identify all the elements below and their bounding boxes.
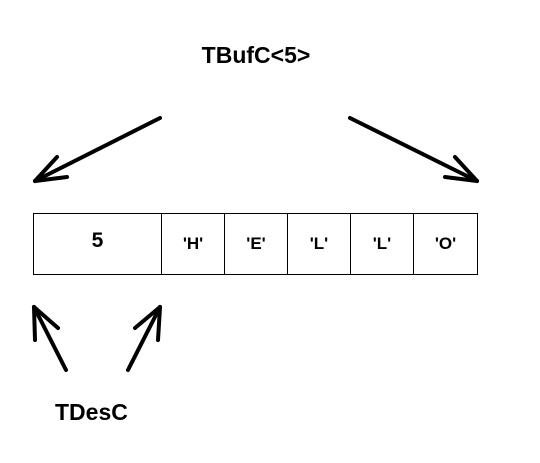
buffer-layout: 5 'H' 'E' 'L' 'L' 'O' bbox=[33, 213, 478, 275]
tdesc-label: TDesC bbox=[55, 399, 128, 425]
char-cell-h: 'H' bbox=[161, 214, 224, 274]
arrow-top-left bbox=[33, 116, 162, 183]
arrow-bottom-right bbox=[126, 305, 162, 372]
char-cell-e: 'E' bbox=[224, 214, 287, 274]
tbufc-label: TBufC<5> bbox=[201, 42, 311, 68]
arrow-top-right bbox=[348, 116, 479, 183]
char-cell-l1: 'L' bbox=[287, 214, 350, 274]
length-cell: 5 bbox=[91, 229, 104, 252]
char-cell-l2: 'L' bbox=[350, 214, 413, 274]
arrow-bottom-left bbox=[32, 305, 68, 372]
char-cell-o: 'O' bbox=[413, 214, 477, 274]
